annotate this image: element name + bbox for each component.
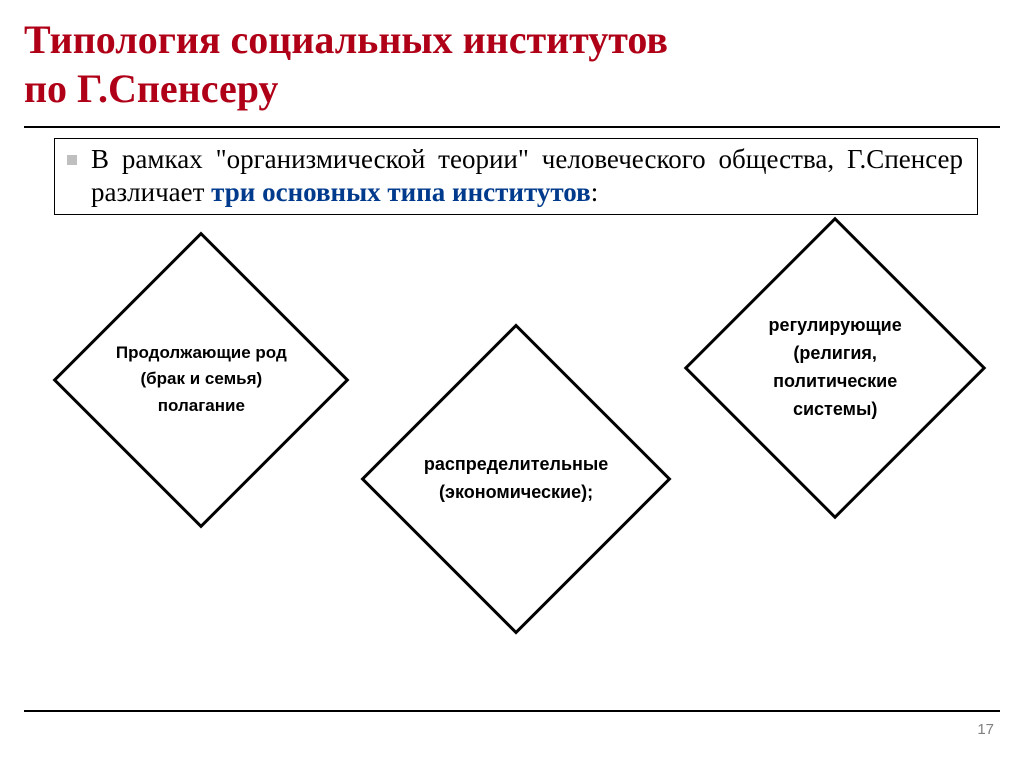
intro-box: В рамках "организмической теории" челове…	[54, 138, 978, 216]
page-number: 17	[977, 721, 994, 738]
title-line-1: Типология социальных институтов	[24, 17, 668, 62]
intro-accent: три основных типа институтов	[211, 177, 591, 207]
d1-l2: (брак и семья) полагание	[140, 370, 262, 415]
d1-l1: Продолжающие род	[116, 344, 287, 363]
d3-l1: регулирующие	[768, 316, 901, 336]
intro-colon: :	[591, 177, 599, 207]
diamond-kinship-text: Продолжающие род (брак и семья) полагани…	[99, 341, 303, 420]
title-line-2: по Г.Спенсеру	[24, 66, 278, 111]
diagram-area: Продолжающие род (брак и семья) полагани…	[24, 215, 1000, 635]
intro-row: В рамках "организмической теории" челове…	[63, 143, 963, 209]
slide: Типология социальных институтов по Г.Спе…	[24, 10, 1000, 750]
top-rule	[24, 126, 1000, 128]
bottom-rule	[24, 710, 1000, 712]
d2-l2: (экономические);	[439, 482, 593, 502]
diamond-economic-text: распределительные (экономические);	[409, 452, 623, 508]
intro-text: В рамках "организмической теории" челове…	[91, 143, 963, 209]
diamond-economic: распределительные (экономические);	[360, 324, 671, 635]
d3-l3: политические	[773, 371, 897, 391]
square-bullet-icon	[67, 155, 77, 165]
diamond-regulating: регулирующие (религия, политические сист…	[684, 217, 987, 520]
slide-title: Типология социальных институтов по Г.Спе…	[24, 10, 1000, 122]
d3-l2: (религия,	[793, 344, 877, 364]
diamond-kinship: Продолжающие род (брак и семья) полагани…	[53, 232, 350, 529]
d2-l1: распределительные	[424, 455, 608, 475]
d3-l4: системы)	[793, 399, 877, 419]
diamond-regulating-text: регулирующие (религия, политические сист…	[731, 313, 939, 425]
